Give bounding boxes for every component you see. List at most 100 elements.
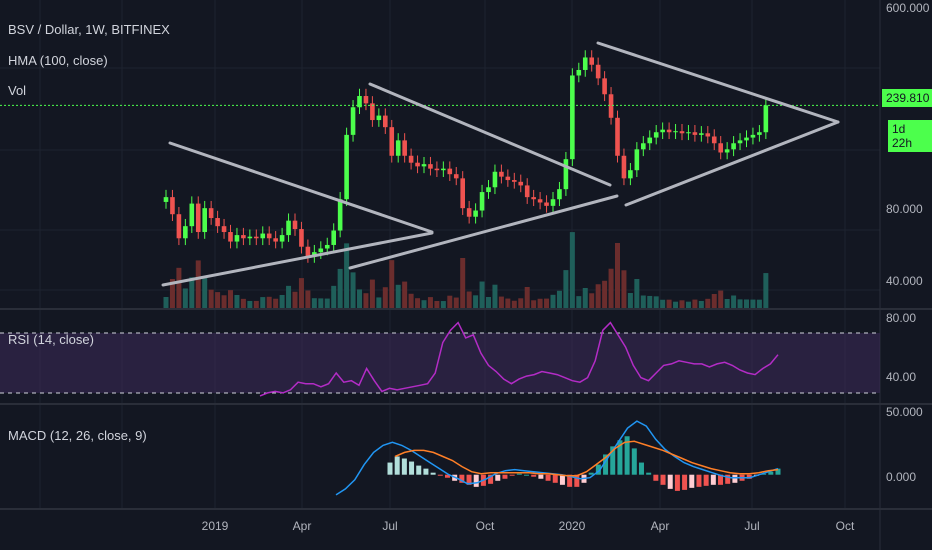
- volume-bar: [350, 272, 356, 308]
- volume-bar: [427, 297, 433, 308]
- candle-body: [634, 149, 640, 171]
- volume-bar: [692, 299, 698, 308]
- macd-histogram-bar: [610, 446, 616, 475]
- volume-bar: [537, 298, 543, 308]
- volume-bar: [182, 288, 188, 308]
- volume-bar: [673, 301, 679, 308]
- last-price-tag: 239.810: [882, 89, 932, 107]
- candle-body: [344, 134, 349, 200]
- volume-bar: [595, 284, 601, 308]
- macd-histogram-bar: [552, 474, 558, 483]
- candle-body: [757, 132, 762, 135]
- macd-histogram-bar: [567, 474, 573, 487]
- volume-bar: [608, 268, 614, 308]
- macd-histogram-bar: [718, 474, 724, 485]
- vol-legend[interactable]: Vol: [8, 83, 27, 98]
- volume-bar: [737, 299, 743, 308]
- time-tick-label: Jul: [382, 519, 397, 533]
- volume-bar: [466, 291, 472, 308]
- candle-body: [647, 137, 653, 144]
- candle-body: [376, 115, 382, 121]
- volume-bar: [221, 295, 227, 308]
- volume-bar: [395, 284, 401, 308]
- candle-body: [383, 115, 388, 128]
- volume-bar: [240, 298, 246, 308]
- candle-body: [408, 155, 414, 163]
- candle-body: [699, 133, 704, 135]
- candle-body: [202, 208, 207, 233]
- volume-bar: [634, 279, 640, 308]
- candle-body: [531, 197, 536, 200]
- macd-histogram-bar: [761, 473, 767, 475]
- candle-body: [711, 136, 717, 144]
- volume-bar: [460, 258, 466, 308]
- volume-bar: [363, 293, 369, 308]
- macd-histogram-bar: [775, 468, 781, 475]
- candle-body: [441, 168, 446, 171]
- volume-bar: [627, 293, 633, 308]
- candle-body: [550, 199, 556, 206]
- volume-bar: [402, 281, 408, 308]
- volume-bar: [621, 270, 627, 308]
- volume-bar: [202, 276, 208, 308]
- candle-body: [544, 202, 549, 206]
- candle-body: [653, 132, 659, 138]
- volume-bar: [544, 298, 550, 308]
- macd-histogram-bar: [473, 474, 479, 487]
- volume-bar: [518, 298, 524, 308]
- volume-bar: [292, 291, 298, 308]
- volume-bar: [305, 290, 311, 308]
- trend-line: [368, 82, 612, 187]
- volume-bar: [408, 293, 414, 308]
- rsi-legend[interactable]: RSI (14, close): [8, 332, 94, 347]
- rsi-pane[interactable]: 80.00 40.00: [0, 311, 916, 397]
- volume-bar: [750, 299, 756, 308]
- macd-histogram-bar: [502, 474, 508, 479]
- volume-bar: [247, 300, 253, 308]
- candle-body: [324, 244, 330, 249]
- volume-bar: [447, 295, 453, 308]
- symbol-legend[interactable]: BSV / Dollar, 1W, BITFINEX: [8, 22, 170, 37]
- volume-bar: [724, 299, 730, 308]
- volume-bar: [195, 260, 201, 308]
- macd-histogram-bar: [703, 474, 709, 486]
- volume-bar: [479, 281, 485, 308]
- hma-legend[interactable]: HMA (100, close): [8, 53, 108, 68]
- bar-countdown: 1d 22h: [888, 120, 932, 152]
- volume-bar: [698, 300, 704, 308]
- volume-bar: [260, 297, 266, 308]
- trend-line: [161, 231, 434, 287]
- candle-body: [582, 57, 588, 70]
- candle-body: [183, 226, 188, 239]
- candle-body: [247, 236, 253, 239]
- time-tick-label: 2019: [202, 519, 229, 533]
- volume-bar: [731, 295, 737, 308]
- volume-bar: [382, 287, 388, 308]
- macd-histogram-bar: [768, 471, 774, 475]
- volume-bar: [266, 296, 272, 308]
- volume-bar: [298, 278, 304, 308]
- candle-body: [460, 178, 465, 209]
- volume-bar: [679, 300, 685, 308]
- macd-legend[interactable]: MACD (12, 26, close, 9): [8, 428, 147, 443]
- candle-body: [370, 103, 375, 121]
- candle-body: [679, 131, 685, 134]
- trend-line: [168, 141, 434, 234]
- macd-pane[interactable]: 50.000 0.000: [335, 405, 923, 496]
- macd-histogram-bar: [674, 474, 680, 491]
- candle-body: [415, 162, 420, 167]
- volume-bar: [369, 279, 375, 308]
- candle-body: [595, 64, 601, 79]
- candles[interactable]: [0, 50, 880, 263]
- macd-histogram-bar: [416, 465, 422, 475]
- volume-bar: [511, 300, 517, 308]
- macd-tick-label: 50.000: [886, 405, 923, 419]
- volume-bar: [602, 280, 608, 308]
- macd-histogram-bar: [423, 468, 429, 475]
- volume-bar: [337, 268, 343, 308]
- volume-bar: [486, 297, 491, 308]
- volume-bar: [582, 288, 588, 308]
- trend-lines[interactable]: [161, 41, 840, 287]
